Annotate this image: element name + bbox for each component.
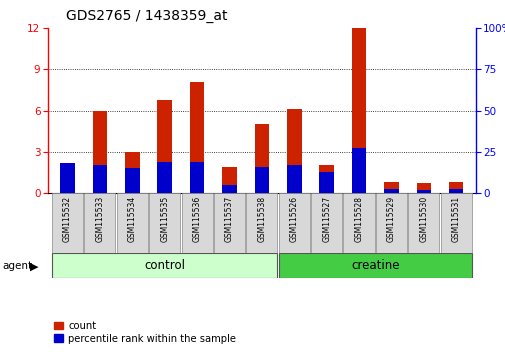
Text: GSM115527: GSM115527 bbox=[322, 196, 330, 242]
Bar bbox=[189, 162, 204, 193]
Bar bbox=[84, 193, 115, 253]
Bar bbox=[383, 182, 398, 193]
Bar bbox=[125, 152, 139, 193]
Bar bbox=[92, 165, 107, 193]
Bar bbox=[278, 193, 309, 253]
Bar bbox=[343, 193, 374, 253]
Bar bbox=[416, 190, 430, 193]
Text: GSM115532: GSM115532 bbox=[63, 196, 72, 242]
Text: GSM115533: GSM115533 bbox=[95, 196, 104, 242]
Bar bbox=[214, 193, 244, 253]
Bar bbox=[286, 109, 301, 193]
Text: GSM115538: GSM115538 bbox=[257, 196, 266, 242]
Bar bbox=[52, 193, 83, 253]
Bar bbox=[189, 82, 204, 193]
Text: creatine: creatine bbox=[350, 259, 398, 272]
Bar bbox=[440, 193, 471, 253]
Text: GSM115528: GSM115528 bbox=[354, 196, 363, 242]
Bar bbox=[92, 111, 107, 193]
Text: GDS2765 / 1438359_at: GDS2765 / 1438359_at bbox=[66, 9, 227, 23]
Bar bbox=[60, 183, 75, 193]
Text: GSM115535: GSM115535 bbox=[160, 196, 169, 242]
Bar bbox=[246, 193, 277, 253]
Bar bbox=[448, 189, 463, 193]
Bar bbox=[416, 183, 430, 193]
Text: GSM115530: GSM115530 bbox=[419, 196, 427, 242]
Bar bbox=[117, 193, 147, 253]
Bar bbox=[222, 167, 236, 193]
Bar bbox=[157, 162, 172, 193]
Text: GSM115536: GSM115536 bbox=[192, 196, 201, 242]
Text: GSM115531: GSM115531 bbox=[451, 196, 460, 242]
Bar bbox=[254, 124, 269, 193]
Text: control: control bbox=[144, 259, 185, 272]
Legend: count, percentile rank within the sample: count, percentile rank within the sample bbox=[53, 320, 237, 344]
Bar bbox=[351, 28, 366, 193]
Bar bbox=[181, 193, 212, 253]
Text: agent: agent bbox=[3, 261, 33, 271]
Text: GSM115534: GSM115534 bbox=[128, 196, 136, 242]
Bar bbox=[319, 172, 333, 193]
Bar bbox=[375, 193, 406, 253]
Bar bbox=[408, 193, 438, 253]
Bar bbox=[60, 163, 75, 193]
Bar bbox=[222, 185, 236, 193]
Bar bbox=[311, 193, 341, 253]
Bar bbox=[149, 193, 180, 253]
Bar bbox=[157, 100, 172, 193]
Bar bbox=[254, 167, 269, 193]
Bar bbox=[448, 182, 463, 193]
Bar bbox=[125, 168, 139, 193]
Bar bbox=[286, 165, 301, 193]
Text: GSM115526: GSM115526 bbox=[289, 196, 298, 242]
Text: GSM115537: GSM115537 bbox=[225, 196, 233, 242]
Text: ▶: ▶ bbox=[30, 261, 39, 271]
Bar bbox=[383, 189, 398, 193]
Text: GSM115529: GSM115529 bbox=[386, 196, 395, 242]
Bar bbox=[351, 148, 366, 193]
Bar bbox=[52, 253, 277, 278]
Bar bbox=[278, 253, 471, 278]
Bar bbox=[319, 166, 333, 193]
